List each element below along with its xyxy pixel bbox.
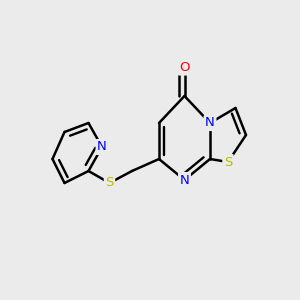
Text: N: N — [180, 173, 189, 187]
Text: S: S — [224, 155, 232, 169]
Text: N: N — [205, 116, 215, 130]
Text: N: N — [97, 140, 107, 154]
Text: O: O — [179, 61, 190, 74]
Text: S: S — [105, 176, 114, 190]
